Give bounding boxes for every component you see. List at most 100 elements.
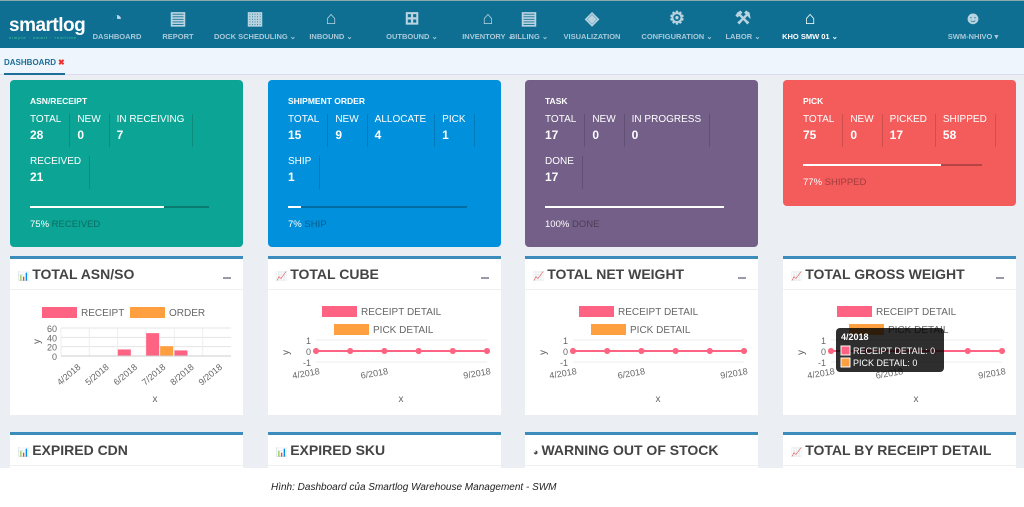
bar-receipt	[174, 350, 188, 356]
x-axis-label: x	[153, 394, 158, 405]
y-axis-label: y	[281, 350, 292, 355]
stat-label: ALLOCATE	[374, 114, 427, 125]
stat-value: 17	[545, 170, 559, 184]
x-axis-label: x	[914, 394, 919, 405]
progress-status: SHIP	[304, 219, 327, 230]
minimize-button[interactable]	[223, 277, 231, 279]
stat-label: IN PROGRESS	[631, 114, 702, 125]
line-chart-icon: 📈	[276, 271, 288, 281]
legend-label: RECEIPT DETAIL	[876, 307, 957, 318]
stat-value: 7	[116, 128, 124, 142]
logo-text: smartlog	[9, 15, 86, 36]
legend-label: RECEIPT DETAIL	[361, 307, 442, 318]
stat-label: PICKED	[889, 114, 927, 125]
stat-item: NEW 0	[592, 114, 625, 147]
x-axis-label: x	[399, 394, 404, 405]
nav-item-inventory[interactable]: ⌂ INVENTORY ⌄	[462, 7, 514, 41]
legend-swatch	[579, 306, 614, 317]
tooltip-swatch	[840, 357, 851, 368]
progress-status: DONE	[571, 219, 600, 230]
minimize-button[interactable]	[996, 277, 1004, 279]
bar-chart-icon: 📊	[276, 447, 288, 457]
bar-order	[160, 346, 174, 356]
card-title: SHIPMENT ORDER	[288, 96, 365, 106]
stat-label: NEW	[335, 114, 359, 125]
y-tick-label: 0	[52, 352, 57, 362]
x-tick-label: 4/2018	[806, 366, 835, 381]
stat-item: IN RECEIVING 7	[117, 114, 194, 147]
billing-icon: ▤	[520, 8, 538, 28]
smartlog-logo[interactable]: smartlog simple · smart · realtime	[9, 15, 86, 40]
legend-label: ORDER	[169, 308, 205, 319]
y-tick-label: 20	[47, 343, 57, 353]
nav-item-swm-nhivo[interactable]: ☻ SWM-NHIVO ▾	[948, 7, 998, 41]
stat-item: NEW 0	[850, 114, 883, 147]
line-chart-icon: 📈	[533, 271, 545, 281]
nav-item-report[interactable]: ▤ REPORT	[162, 7, 193, 41]
nav-item-billing[interactable]: ▤ BILLING ⌄	[510, 7, 548, 41]
close-icon[interactable]: ✖	[58, 58, 65, 67]
warehouse-icon: ⌂	[804, 8, 816, 28]
tab-bar: DASHBOARD ✖	[0, 48, 1024, 75]
inbound-icon: ⌂	[325, 8, 337, 28]
data-point	[706, 348, 713, 354]
x-tick-label: 4/2018	[548, 366, 577, 381]
y-tick-label: 1	[563, 336, 568, 346]
nav-item-visualization[interactable]: ◈ VISUALIZATION	[564, 7, 621, 41]
panel-title: TOTAL BY RECEIPT DETAIL	[805, 442, 992, 458]
nav-item-label: BILLING ⌄	[509, 32, 549, 41]
data-point	[570, 348, 576, 354]
progress-text: 77% SHIPPED	[803, 177, 1016, 188]
minimize-button[interactable]	[738, 277, 746, 279]
nav-item-inbound[interactable]: ⌂ INBOUND ⌄	[309, 7, 352, 41]
nav-item-dashboard[interactable]: ◔ DASHBOARD	[93, 7, 142, 41]
data-point	[741, 348, 747, 354]
panel-title: TOTAL CUBE	[290, 266, 379, 282]
minimize-button[interactable]	[481, 277, 489, 279]
stat-label: NEW	[592, 114, 616, 125]
nav-item-label: KHO SMW 01 ⌄	[782, 32, 838, 41]
nav-item-outbound[interactable]: ⊞ OUTBOUND ⌄	[386, 7, 438, 41]
progress-bar	[545, 206, 724, 208]
x-tick-label: 6/2018	[617, 366, 646, 381]
chart-panel-warning-out-of-stock: ◕ WARNING OUT OF STOCK	[525, 432, 758, 472]
panel-title: TOTAL ASN/SO	[32, 266, 135, 282]
chart-svg: RECEIPT DETAIL PICK DETAIL 10-14/2018 6/201…	[538, 306, 748, 405]
tab-dashboard[interactable]: DASHBOARD ✖	[4, 58, 65, 75]
stat-value: 0	[631, 128, 639, 142]
y-tick-label: -1	[818, 358, 826, 368]
chart-panel-expired-cdn: 📊 EXPIRED CDN	[10, 432, 243, 472]
x-tick-label: 6/2018	[360, 366, 389, 381]
summary-card-task: TASK TOTAL 17 NEW 0 IN PROGRESS 0 DONE 17 100% D…	[525, 80, 758, 247]
x-tick-label: 9/2018	[197, 362, 225, 387]
stat-label: TOTAL	[803, 114, 835, 125]
legend-swatch	[591, 324, 626, 335]
stat-label: SHIPPED	[942, 114, 987, 125]
tooltip-title: 4/2018	[841, 332, 869, 342]
nav-item-labor[interactable]: ⚒ LABOR ⌄	[725, 7, 760, 41]
dock-scheduling-icon: ▦	[246, 8, 264, 28]
nav-item-label: DOCK SCHEDULING ⌄	[213, 32, 297, 41]
stat-label: TOTAL	[30, 114, 62, 125]
stat-label: NEW	[850, 114, 874, 125]
nav-item-configuration[interactable]: ⚙ CONFIGURATION ⌄	[641, 7, 712, 41]
card-title: PICK	[803, 96, 824, 106]
nav-item-label: SWM-NHIVO ▾	[947, 32, 999, 41]
visualization-icon: ◈	[585, 8, 599, 28]
summary-card-pick: PICK TOTAL 75 NEW 0 PICKED 17 SHIPPED 58 77% SHI…	[783, 80, 1016, 206]
nav-item-dock[interactable]: ▦ DOCK SCHEDULING ⌄	[214, 7, 296, 41]
legend-label: RECEIPT	[81, 308, 124, 319]
progress-percent: 77%	[803, 177, 823, 188]
stat-value: 17	[889, 128, 904, 142]
dashboard-content: ASN/RECEIPT TOTAL 28 NEW 0 IN RECEIVING 7 RECEI…	[0, 75, 1024, 472]
stat-item: NEW 9	[335, 114, 368, 147]
bar-chart-icon: 📊	[18, 271, 30, 281]
logo-tagline: simple · smart · realtime	[9, 35, 77, 40]
nav-item-kho[interactable]: ⌂ KHO SMW 01 ⌄	[782, 7, 838, 41]
legend-swatch	[322, 306, 357, 317]
panel-title: EXPIRED SKU	[290, 442, 386, 458]
x-tick-label: 9/2018	[977, 366, 1006, 381]
x-tick-label: 9/2018	[719, 366, 748, 381]
data-point	[381, 348, 388, 354]
stat-item: SHIP 1	[288, 156, 321, 189]
